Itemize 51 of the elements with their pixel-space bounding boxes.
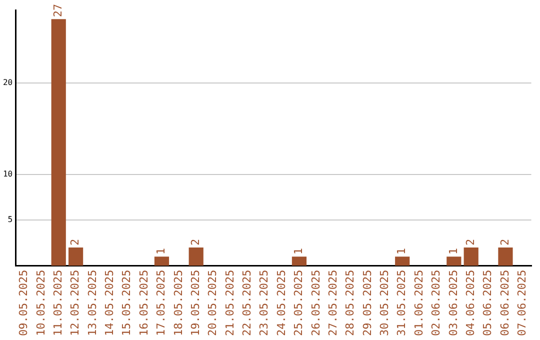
bar xyxy=(395,256,410,266)
x-tick-label: 29.05.2025 xyxy=(360,270,374,336)
x-tick-label: 31.05.2025 xyxy=(395,270,408,336)
x-tick-label: 07.06.2025 xyxy=(516,270,529,336)
x-tick-label: 25.05.2025 xyxy=(292,270,306,336)
x-tick-label: 19.05.2025 xyxy=(188,270,202,336)
x-tick-label: 14.05.2025 xyxy=(103,270,116,336)
x-tick-label: 20.05.2025 xyxy=(206,270,220,336)
bar xyxy=(51,19,66,266)
y-tick-label: 20 xyxy=(2,78,13,88)
x-tick-label: 30.05.2025 xyxy=(378,270,392,336)
data-label: 1 xyxy=(154,248,168,255)
x-tick-label: 11.05.2025 xyxy=(51,270,64,336)
data-label: 1 xyxy=(446,248,460,255)
data-label: 1 xyxy=(292,248,306,255)
data-label: 2 xyxy=(188,238,202,246)
bar xyxy=(154,256,170,266)
bar xyxy=(292,256,307,266)
bar xyxy=(498,248,513,266)
bar xyxy=(464,248,478,266)
x-tick-label: 15.05.2025 xyxy=(120,270,134,336)
x-tick-label: 10.05.2025 xyxy=(34,270,48,336)
x-tick-label: 12.05.2025 xyxy=(68,270,82,336)
bar xyxy=(446,256,462,266)
x-tick-label: 26.05.2025 xyxy=(309,270,322,336)
x-tick-label: 01.06.2025 xyxy=(412,270,426,336)
x-tick-label: 22.05.2025 xyxy=(240,270,254,336)
x-tick-label: 03.06.2025 xyxy=(446,270,460,336)
x-tick-label: 02.06.2025 xyxy=(430,270,443,336)
y-tick-label: 10 xyxy=(2,170,13,179)
x-tick-label: 17.05.2025 xyxy=(154,270,168,336)
data-label: 27 xyxy=(51,4,64,18)
data-label: 2 xyxy=(498,238,512,246)
bar xyxy=(188,248,204,266)
x-tick-label: 13.05.2025 xyxy=(86,270,99,336)
x-tick-label: 04.06.2025 xyxy=(464,270,477,336)
y-tick-label: 5 xyxy=(8,215,13,224)
x-tick-label: 06.06.2025 xyxy=(498,270,512,336)
x-tick-label: 27.05.2025 xyxy=(326,270,340,336)
x-tick-label: 16.05.2025 xyxy=(137,270,150,336)
x-tick-label: 23.05.2025 xyxy=(258,270,271,336)
x-tick-label: 28.05.2025 xyxy=(344,270,357,336)
data-label: 2 xyxy=(464,238,477,246)
x-tick-label: 18.05.2025 xyxy=(172,270,185,336)
x-tick-label: 09.05.2025 xyxy=(17,270,30,336)
x-tick-label: 21.05.2025 xyxy=(223,270,236,336)
bar xyxy=(68,248,84,266)
data-label: 2 xyxy=(68,238,82,246)
x-tick-label: 05.06.2025 xyxy=(481,270,494,336)
x-tick-label: 24.05.2025 xyxy=(274,270,288,336)
data-label: 1 xyxy=(395,248,408,255)
